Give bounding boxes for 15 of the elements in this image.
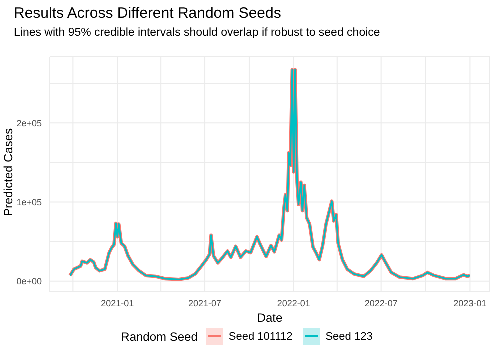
y-tick-label: 2e+05 xyxy=(16,118,42,128)
x-tick-label: 2021-07 xyxy=(188,298,222,308)
x-tick-label: 2023-01 xyxy=(454,298,487,308)
x-tick-label: 2022-07 xyxy=(364,298,398,308)
y-tick-label: 0e+00 xyxy=(16,276,42,287)
legend-label: Seed 123 xyxy=(326,330,373,342)
legend-title: Random Seed xyxy=(121,330,198,344)
y-tick-label: 1e+05 xyxy=(16,197,42,208)
chart-title: Results Across Different Random Seeds xyxy=(14,5,282,22)
chart-subtitle: Lines with 95% credible intervals should overlap if robust to seed choice xyxy=(14,27,380,39)
legend-label: Seed 101112 xyxy=(228,330,293,342)
x-axis-title: Date xyxy=(257,311,283,325)
x-tick-label: 2022-01 xyxy=(277,298,310,308)
y-axis-title: Predicted Cases xyxy=(1,128,16,216)
x-tick-label: 2021-01 xyxy=(101,298,134,308)
